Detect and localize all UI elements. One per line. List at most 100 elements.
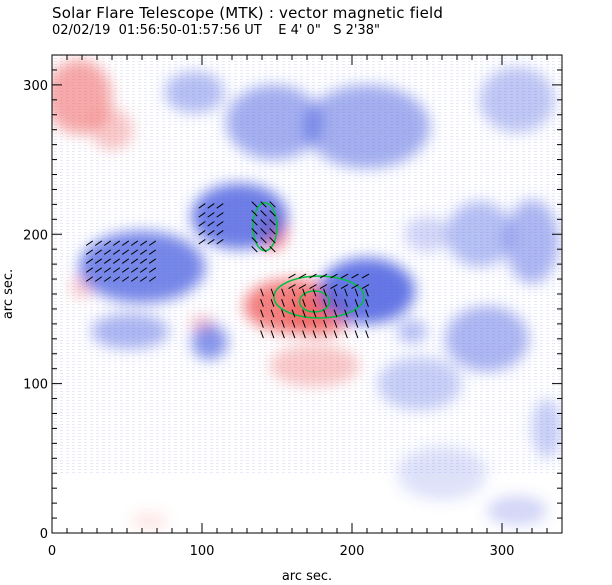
vector-mark (251, 201, 258, 208)
field-region-negative (397, 446, 487, 501)
vector-mark (112, 240, 121, 246)
vector-mark (354, 299, 359, 307)
vector-mark (148, 267, 157, 273)
vector-mark (85, 240, 94, 246)
vector-mark (312, 288, 317, 297)
y-axis-label: arc sec. (1, 269, 16, 319)
vector-mark (323, 330, 327, 339)
vector-mark (148, 258, 157, 264)
vector-mark (281, 299, 285, 307)
field-region-negative (319, 258, 415, 324)
vector-mark (344, 288, 348, 297)
y-tick-label: 100 (23, 378, 48, 393)
vector-mark (270, 309, 275, 318)
field-region-negative (191, 323, 228, 360)
vector-mark (85, 267, 94, 273)
vector-mark (112, 258, 121, 264)
vector-mark (94, 249, 103, 255)
vector-mark (85, 276, 94, 282)
y-tick-label: 200 (23, 228, 48, 243)
vector-mark (319, 284, 328, 289)
vector-mark (148, 240, 157, 246)
vector-mark (344, 299, 348, 307)
vector-mark (148, 249, 157, 255)
x-tick-label: 200 (340, 544, 365, 559)
vector-mark (365, 309, 369, 318)
vector-mark (281, 330, 285, 339)
vector-mark (281, 288, 285, 297)
vector-mark (269, 228, 276, 235)
vector-mark (260, 237, 267, 244)
y-tick-label: 0 (40, 527, 48, 542)
vector-mark (281, 319, 285, 328)
field-region-negative (487, 495, 547, 526)
field-region-negative (377, 356, 462, 411)
vector-mark (216, 221, 224, 227)
field-region-negative (532, 398, 562, 459)
vector-mark (139, 258, 148, 264)
chart-title: Solar Flare Telescope (MTK) : vector mag… (52, 4, 444, 22)
vector-mark (94, 240, 103, 246)
vector-mark (260, 309, 264, 318)
vector-mark (302, 309, 306, 318)
axis-ticks (51, 54, 563, 534)
field-region-negative (404, 216, 450, 253)
vector-mark (361, 273, 370, 279)
vector-mark (354, 330, 359, 339)
vector-mark (260, 330, 264, 339)
vector-mark (312, 299, 317, 307)
vector-mark (330, 284, 338, 289)
vector-mark (260, 219, 267, 226)
vector-mark (85, 249, 94, 255)
vector-mark (260, 299, 264, 307)
transverse-vectors (85, 201, 370, 339)
vector-mark (302, 319, 306, 328)
vector-mark (344, 330, 348, 339)
x-tick-label: 300 (490, 544, 515, 559)
vector-mark (288, 273, 296, 279)
vector-mark (291, 309, 296, 318)
contour-line (298, 290, 331, 313)
vector-mark (121, 249, 130, 255)
vector-mark (269, 219, 276, 226)
field-region-positive (91, 108, 133, 151)
vector-mark (365, 288, 369, 297)
vector-mark (121, 258, 130, 264)
vector-mark (260, 210, 267, 217)
vector-mark (139, 267, 148, 273)
vector-mark (148, 276, 157, 282)
vector-mark (130, 267, 139, 273)
vector-mark (319, 273, 328, 279)
field-region-negative (446, 201, 513, 268)
vector-mark (344, 309, 348, 318)
vector-mark (302, 330, 306, 339)
vector-mark (333, 319, 338, 328)
vector-mark (198, 203, 206, 209)
field-region-positive (269, 344, 360, 387)
vector-mark (260, 246, 267, 253)
vector-mark (198, 230, 206, 236)
vector-mark (333, 330, 338, 339)
vector-mark (291, 288, 296, 297)
vector-mark (207, 239, 215, 245)
x-tick-label: 100 (190, 544, 215, 559)
vector-mark (312, 330, 317, 339)
vector-mark (344, 319, 348, 328)
vector-mark (130, 258, 139, 264)
vector-mark (207, 203, 215, 209)
field-regions (52, 59, 562, 531)
vector-mark (309, 273, 317, 279)
y-tick-label: 300 (23, 79, 48, 94)
vector-mark (198, 239, 206, 245)
x-tick-label: 0 (48, 544, 56, 559)
y-tick-labels: 0 100 200 300 (23, 79, 48, 542)
vector-mark (198, 212, 206, 218)
vector-mark (103, 249, 112, 255)
vector-mark (94, 267, 103, 273)
vector-mark (207, 212, 215, 218)
vector-mark (354, 288, 359, 297)
chart-subtitle: 02/02/19 01:56:50-01:57:56 UT E 4' 0" S … (52, 23, 380, 38)
vector-mark (103, 276, 112, 282)
vector-mark (207, 230, 215, 236)
